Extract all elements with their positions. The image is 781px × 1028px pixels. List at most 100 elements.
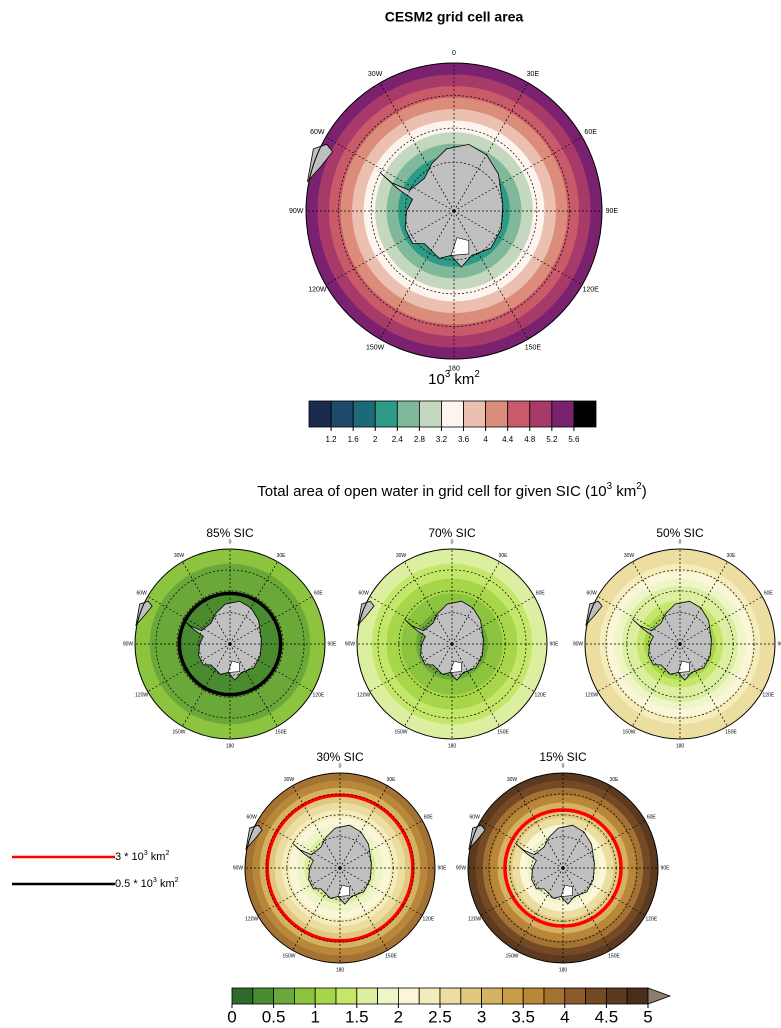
lon-label: 150E bbox=[725, 730, 737, 736]
section-title-part: Total area of open water in grid cell fo… bbox=[257, 483, 606, 500]
colorbar-box bbox=[335, 987, 358, 1005]
section-title-part: 2 bbox=[636, 481, 641, 492]
graticule bbox=[605, 569, 755, 719]
ice-shelf bbox=[449, 660, 462, 673]
lon-label: 60E bbox=[314, 590, 324, 596]
ice-shelf bbox=[450, 237, 470, 256]
colorbar-tick-label: 4 bbox=[483, 435, 488, 444]
lon-label: 180 bbox=[559, 967, 568, 973]
graticule bbox=[488, 793, 638, 943]
legend-label-part: 2 bbox=[165, 849, 169, 857]
contour bbox=[177, 591, 283, 697]
polar-map: 0 30E 60E 90E 120E 150E 180 150W 120W 90W 60W 30W bbox=[345, 539, 559, 749]
lon-label: 150W bbox=[394, 730, 407, 736]
lon-label: 30E bbox=[499, 553, 509, 559]
lon-label: 60W bbox=[137, 590, 148, 596]
lon-label: 150E bbox=[275, 730, 287, 736]
graticule bbox=[308, 836, 372, 900]
land bbox=[306, 143, 334, 183]
colorbar-box bbox=[529, 400, 553, 428]
colorbar-box bbox=[481, 987, 503, 1005]
colorbar-tick-label: 1.2 bbox=[326, 435, 338, 444]
lon-label: 150E bbox=[385, 954, 397, 960]
lon-label: 60W bbox=[359, 590, 370, 596]
panel-title: 30% SIC bbox=[316, 750, 364, 764]
lon-label: 90W bbox=[233, 865, 244, 871]
graticule bbox=[198, 612, 262, 676]
legend-label: 0.5 * 103 km2 bbox=[115, 876, 179, 890]
lon-label: 150W bbox=[366, 345, 385, 352]
colorbar-tick-label: 1 bbox=[310, 1007, 319, 1026]
lon-label: 120W bbox=[135, 692, 148, 698]
contour bbox=[503, 808, 623, 928]
legend-label-part: km bbox=[148, 851, 166, 863]
lon-label: 90E bbox=[328, 641, 338, 647]
lon-label: 150E bbox=[608, 954, 620, 960]
lon-label: 90E bbox=[550, 641, 560, 647]
graticule bbox=[379, 82, 455, 212]
colorbar-tick-label: 1.5 bbox=[345, 1007, 369, 1026]
lon-label: 120W bbox=[585, 692, 598, 698]
lon-label: 120E bbox=[762, 692, 774, 698]
lon-label: 60W bbox=[310, 129, 325, 136]
colorbar-tick-label: 0.5 bbox=[262, 1007, 286, 1026]
lon-label: 120E bbox=[312, 692, 324, 698]
polar-map: 0 30E 60E 90E 120E 150E 180 150W 120W 90W 60W 30W bbox=[289, 50, 618, 373]
lon-label: 120W bbox=[357, 692, 370, 698]
colorbar-box bbox=[293, 987, 316, 1005]
lon-label: 150W bbox=[172, 730, 185, 736]
section-title: Total area of open water in grid cell fo… bbox=[257, 481, 646, 500]
colorbar-tick-label: 3.2 bbox=[436, 435, 448, 444]
lon-label: 30W bbox=[624, 553, 635, 559]
colorbar-box bbox=[308, 400, 332, 428]
map-border bbox=[244, 772, 436, 964]
lon-label: 180 bbox=[336, 967, 345, 973]
lon-label: 150W bbox=[282, 954, 295, 960]
lon-label: 120E bbox=[645, 916, 657, 922]
map-border bbox=[356, 548, 548, 740]
panel-title: 15% SIC bbox=[539, 750, 587, 764]
lon-label: 150W bbox=[622, 730, 635, 736]
colorbar-tick-label: 2 bbox=[373, 435, 378, 444]
land bbox=[357, 600, 375, 627]
graticule bbox=[379, 210, 455, 340]
ice-shelf bbox=[560, 884, 573, 897]
colorbar-box bbox=[501, 987, 524, 1005]
lon-label: 90W bbox=[123, 641, 134, 647]
lon-label: 60E bbox=[536, 590, 546, 596]
colorbar-box bbox=[551, 400, 575, 428]
lon-label: 30E bbox=[610, 777, 620, 783]
graticule bbox=[370, 127, 538, 295]
lon-label: 0 bbox=[339, 763, 342, 769]
colorbar-tick-label: 4 bbox=[560, 1007, 569, 1026]
colorbar-tick-label: 3.5 bbox=[511, 1007, 535, 1026]
lon-label: 180 bbox=[448, 743, 457, 749]
lon-label: 120W bbox=[245, 916, 258, 922]
colorbar-extend bbox=[647, 987, 672, 1005]
graticule bbox=[265, 793, 415, 943]
ice-shelf bbox=[337, 884, 350, 897]
lon-label: 90E bbox=[661, 865, 671, 871]
colorbar-box bbox=[374, 400, 398, 428]
colorbar-box bbox=[573, 400, 597, 428]
lon-label: 30W bbox=[368, 71, 383, 78]
land bbox=[135, 600, 153, 627]
graticule bbox=[420, 612, 484, 676]
lon-label: 0 bbox=[679, 539, 682, 545]
polar-map: 0 30E 60E 90E 120E 150E 180 150W 120W 90W 60W 30W bbox=[233, 763, 447, 973]
colorbar-tick-label: 5 bbox=[643, 1007, 652, 1026]
lon-label: 60E bbox=[647, 814, 657, 820]
colorbar-tick-label: 2 bbox=[394, 1007, 403, 1026]
lon-label: 180 bbox=[676, 743, 685, 749]
graticule bbox=[325, 136, 455, 212]
lon-label: 60E bbox=[764, 590, 774, 596]
lon-label: 150E bbox=[497, 730, 509, 736]
land bbox=[245, 824, 263, 851]
colorbar-box bbox=[352, 400, 376, 428]
figure-title: CESM2 grid cell area bbox=[385, 9, 524, 25]
graticule bbox=[648, 612, 712, 676]
colorbar-box bbox=[606, 987, 628, 1005]
unit-label-part: 3 bbox=[445, 369, 450, 380]
lon-label: 0 bbox=[451, 539, 454, 545]
